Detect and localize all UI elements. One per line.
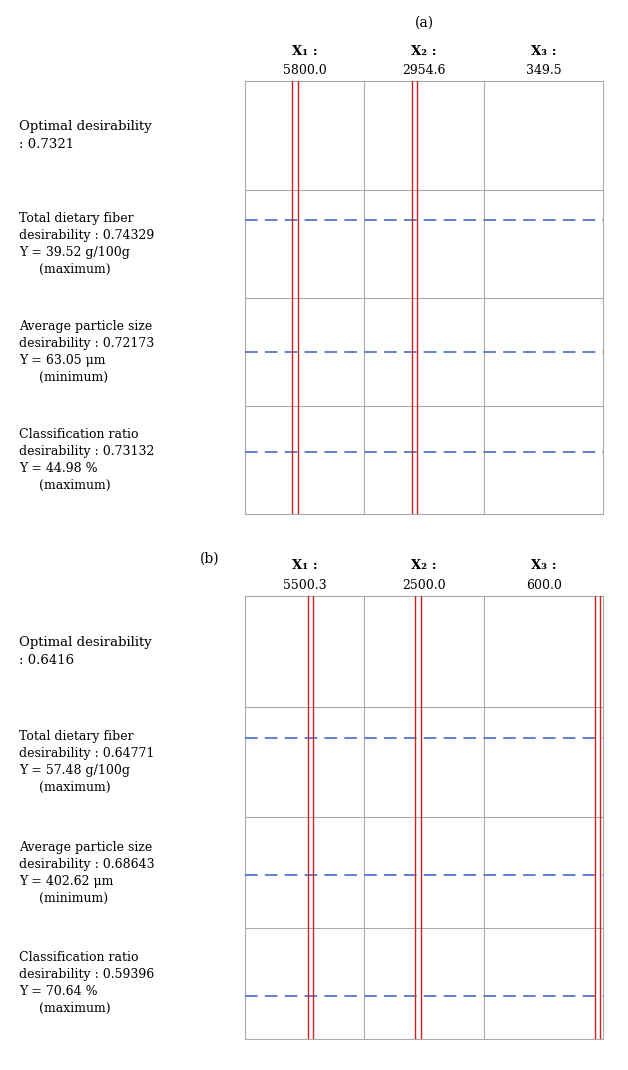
Text: 600.0: 600.0 xyxy=(526,579,561,592)
Text: Total dietary fiber
desirability : 0.74329
Y = 39.52 g/100g
     (maximum): Total dietary fiber desirability : 0.743… xyxy=(19,212,154,276)
Text: 5800.0: 5800.0 xyxy=(283,64,327,77)
Text: (a): (a) xyxy=(414,16,433,30)
Text: 2954.6: 2954.6 xyxy=(403,64,446,77)
Text: Classification ratio
desirability : 0.59396
Y = 70.64 %
     (maximum): Classification ratio desirability : 0.59… xyxy=(19,951,154,1015)
Text: Optimal desirability
: 0.6416: Optimal desirability : 0.6416 xyxy=(19,636,151,667)
Text: Average particle size
desirability : 0.72173
Y = 63.05 μm
     (minimum): Average particle size desirability : 0.7… xyxy=(19,320,154,384)
Text: X₂ :: X₂ : xyxy=(411,45,437,58)
Text: 5500.3: 5500.3 xyxy=(283,579,327,592)
Text: Average particle size
desirability : 0.68643
Y = 402.62 μm
     (minimum): Average particle size desirability : 0.6… xyxy=(19,841,154,904)
Text: Total dietary fiber
desirability : 0.64771
Y = 57.48 g/100g
     (maximum): Total dietary fiber desirability : 0.647… xyxy=(19,730,154,794)
Text: X₂ :: X₂ : xyxy=(411,560,437,572)
Text: 2500.0: 2500.0 xyxy=(402,579,446,592)
Text: Classification ratio
desirability : 0.73132
Y = 44.98 %
     (maximum): Classification ratio desirability : 0.73… xyxy=(19,428,154,492)
Text: X₁ :: X₁ : xyxy=(291,560,317,572)
Text: (b): (b) xyxy=(200,552,220,566)
Text: 349.5: 349.5 xyxy=(526,64,561,77)
Text: X₃ :: X₃ : xyxy=(531,560,556,572)
Text: X₁ :: X₁ : xyxy=(291,45,317,58)
Text: X₃ :: X₃ : xyxy=(531,45,556,58)
Text: Optimal desirability
: 0.7321: Optimal desirability : 0.7321 xyxy=(19,120,151,151)
